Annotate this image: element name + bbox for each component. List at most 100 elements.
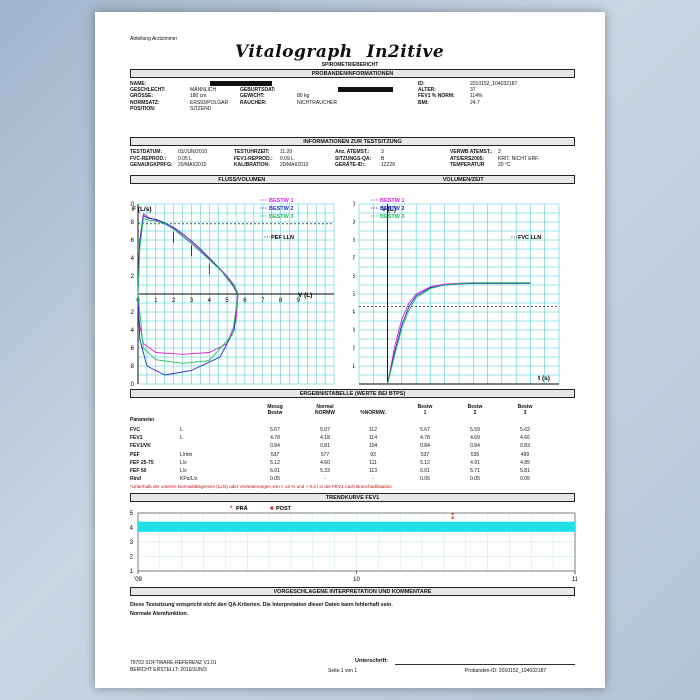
table-header: 2 <box>473 410 477 416</box>
field-label: POSITION: <box>130 105 156 112</box>
field-label: RAUCHER: <box>240 99 267 106</box>
table-cell: 114 <box>369 435 377 442</box>
x-tick-label: 11 <box>572 577 577 583</box>
field-label: KALIBRATION: <box>234 162 270 168</box>
table-cell: PEF <box>130 451 140 458</box>
x-tick-label: 10 <box>353 577 360 583</box>
field-label: SITZUNGS-QA: <box>335 155 372 162</box>
table-cell: 4.69 <box>470 435 480 442</box>
y-tick-label: -6 <box>130 346 135 352</box>
x-tick-label: 5 <box>225 298 229 304</box>
x-tick-label: 4 <box>208 298 212 304</box>
table-cell: 4.60 <box>320 459 330 466</box>
y-tick-label: 5 <box>130 511 134 517</box>
table-header: 3 <box>523 410 527 416</box>
table-header: Normal <box>316 404 334 410</box>
software-reference: 79703 SOFTWARE-REFERENZ V1.01 <box>130 660 217 666</box>
y-tick-label: -4 <box>130 328 135 334</box>
field-value: SITZEND <box>190 105 212 112</box>
brand-logo: Vitalograph In2itive <box>235 42 445 62</box>
x-tick-label: 3 <box>190 298 194 304</box>
legend-entry: POST <box>276 506 292 512</box>
y-tick-label: 6 <box>131 238 135 244</box>
redacted-name <box>210 81 272 86</box>
table-cell: 0.05 <box>420 476 430 483</box>
table-cell: 6.01 <box>420 468 430 474</box>
field-value: B <box>381 155 385 162</box>
y-tick-label: 5 <box>353 292 356 298</box>
field-label: TESTDATUM: <box>130 149 163 155</box>
table-cell: 5.12 <box>270 459 280 466</box>
redacted-birthdate <box>338 87 393 92</box>
table-cell: Rind <box>130 476 142 483</box>
field-value: 20/MAI/2010 <box>280 162 309 168</box>
trend-point-error <box>451 516 454 519</box>
table-cell: 577 <box>320 451 330 458</box>
table-cell: L/min <box>180 451 193 458</box>
table-header: Parameter <box>130 417 155 423</box>
table-cell: - <box>372 476 374 483</box>
table-header: Bestw <box>267 410 283 416</box>
interpretation-conclusion: Normale Atemfunktion. <box>130 611 189 617</box>
table-cell: 537 <box>270 451 280 458</box>
table-cell: 5.71 <box>470 468 480 474</box>
field-value: 24.7 <box>470 99 480 106</box>
field-value: 180 cm <box>190 93 207 100</box>
field-label: FEV1 % NORM: <box>418 93 455 100</box>
table-cell: 4.78 <box>420 435 430 442</box>
flow-volume-chart: -10-8-6-4-22468100123456789F (L/s)V (L)P… <box>130 198 335 386</box>
table-cell: 499 <box>520 451 530 458</box>
field-value: 3 <box>381 149 384 155</box>
field-label: Anz. ATEMST.: <box>335 149 370 155</box>
y-tick-label: 2 <box>353 346 356 352</box>
table-cell: 4.91 <box>470 459 480 466</box>
x-tick-label: 2 <box>172 298 176 304</box>
field-label: TESTUHRZEIT: <box>234 149 270 155</box>
x-tick-label: 6 <box>243 298 247 304</box>
field-label: GRÖSSE: <box>130 93 154 100</box>
table-cell: 0.05 <box>520 476 530 483</box>
table-header: %NORMW. <box>360 410 386 416</box>
table-header: 1 <box>423 410 427 416</box>
table-cell: 535 <box>470 451 480 458</box>
field-value: 12229 <box>381 162 395 168</box>
signature-label: Unterschrift: <box>355 658 389 664</box>
field-value: 11:20 <box>280 149 293 155</box>
y-tick-label: -8 <box>130 364 135 370</box>
y-tick-label: 6 <box>353 274 356 280</box>
field-label: GEWICHT: <box>240 93 265 100</box>
table-cell: 93 <box>370 451 376 458</box>
field-label: GEBURTSDAT: <box>240 87 276 94</box>
legend-marker: * <box>230 506 233 512</box>
table-cell: 5.62 <box>520 427 530 433</box>
table-cell: 4.85 <box>520 459 530 466</box>
charts-header: FLUSS/VOLUMEN VOLUMEN/ZEIT <box>130 175 575 184</box>
x-axis-label: t (s) <box>538 375 550 382</box>
y-tick-label: 3 <box>353 328 356 334</box>
field-value: ERS93/POLGAR <box>190 99 229 106</box>
subject-id: Probanden-ID: 2010152_104032187 <box>465 668 547 674</box>
inspiratory-loop <box>137 293 239 364</box>
y-tick-label: 4 <box>131 256 135 262</box>
field-value: 3 <box>498 149 501 155</box>
field-label: FEV1-REPROD.: <box>234 155 273 162</box>
y-tick-label: 9 <box>353 220 356 226</box>
table-header: Bestw <box>517 404 533 410</box>
session-info-header: INFORMATIONEN ZUR TESTSITZUNG <box>130 137 575 146</box>
field-label: NAME: <box>130 81 147 87</box>
field-label: ID: <box>418 81 425 87</box>
field-value: 114% <box>470 93 483 100</box>
field-value: 0.05 L <box>178 155 192 162</box>
field-value: KRIT. NICHT ERF. <box>498 155 540 162</box>
field-value: 20 °C <box>498 162 511 168</box>
table-cell: - <box>324 476 326 483</box>
field-label: NORMSATZ: <box>130 99 160 106</box>
x-tick-label: 1 <box>154 298 158 304</box>
y-tick-label: 4 <box>353 310 356 316</box>
table-cell: L <box>180 435 183 442</box>
x-tick-label: '09 <box>134 577 142 583</box>
trend-point <box>451 512 454 515</box>
y-tick-label: 7 <box>353 256 356 262</box>
normal-range-band <box>138 521 575 532</box>
volume-time-title: VOLUMEN/ZEIT <box>442 177 484 183</box>
